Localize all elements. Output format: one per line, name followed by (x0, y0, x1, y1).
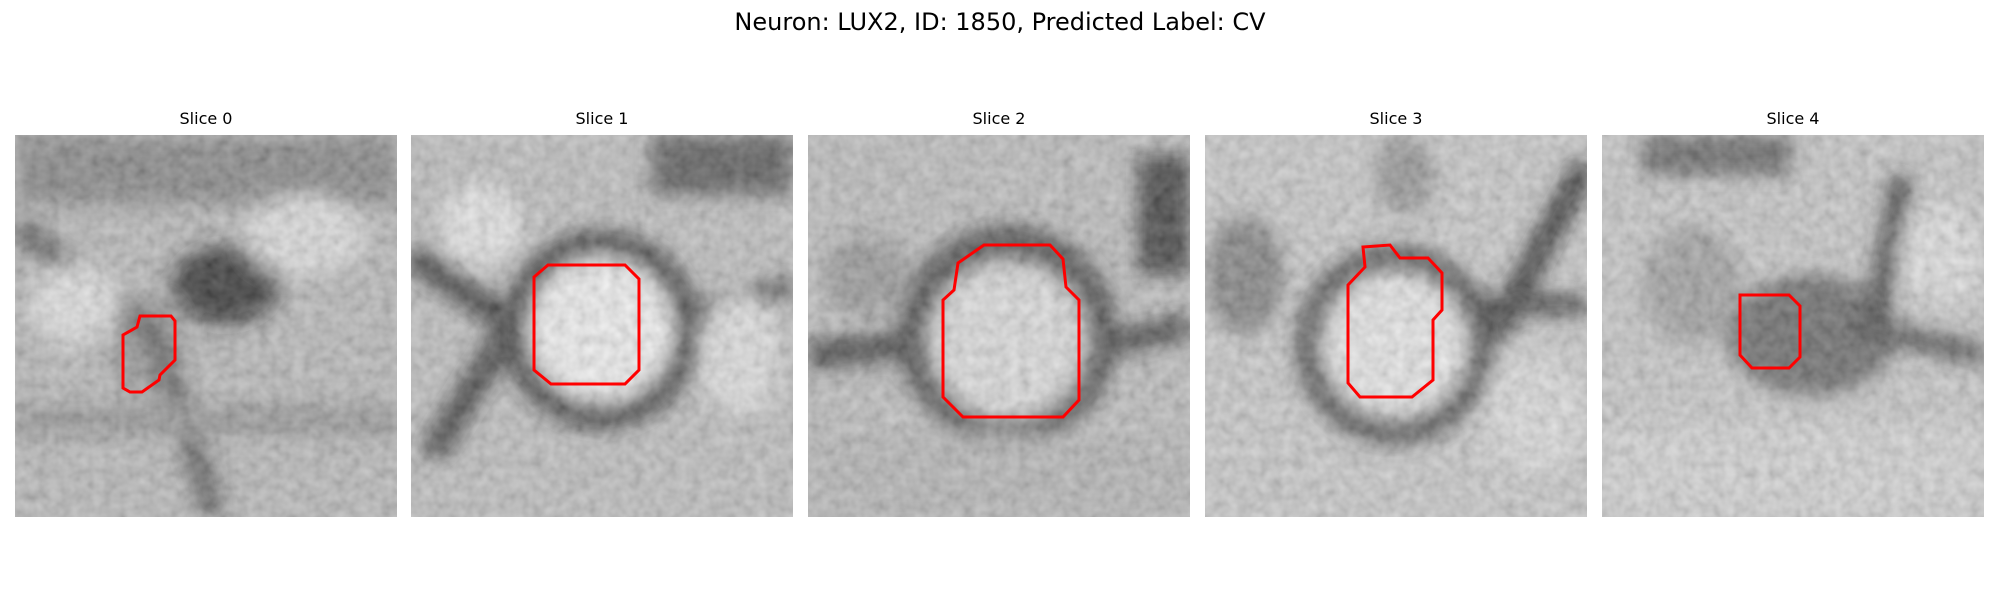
slice-image-4 (1602, 135, 1984, 517)
slice-image-0 (15, 135, 397, 517)
neuron-contour-1 (532, 263, 641, 386)
neuron-contour-3 (1346, 243, 1444, 399)
slice-image-1 (411, 135, 793, 517)
neuron-contour-4 (1738, 293, 1802, 370)
figure-title: Neuron: LUX2, ID: 1850, Predicted Label:… (734, 8, 1266, 36)
slice-panel-0: Slice 0 (15, 109, 397, 517)
slice-title-0: Slice 0 (179, 109, 233, 128)
slice-title-3: Slice 3 (1369, 109, 1423, 128)
slice-panel-1: Slice 1 (411, 109, 793, 517)
slice-image-2 (808, 135, 1190, 517)
slice-panel-3: Slice 3 (1205, 109, 1587, 517)
slice-title-4: Slice 4 (1766, 109, 1820, 128)
slice-title-2: Slice 2 (972, 109, 1026, 128)
slice-panel-2: Slice 2 (808, 109, 1190, 517)
neuron-contour-2 (941, 243, 1081, 419)
neuron-contour-0 (121, 314, 177, 394)
slice-image-3 (1205, 135, 1587, 517)
slice-title-1: Slice 1 (575, 109, 629, 128)
slice-panel-4: Slice 4 (1602, 109, 1984, 517)
